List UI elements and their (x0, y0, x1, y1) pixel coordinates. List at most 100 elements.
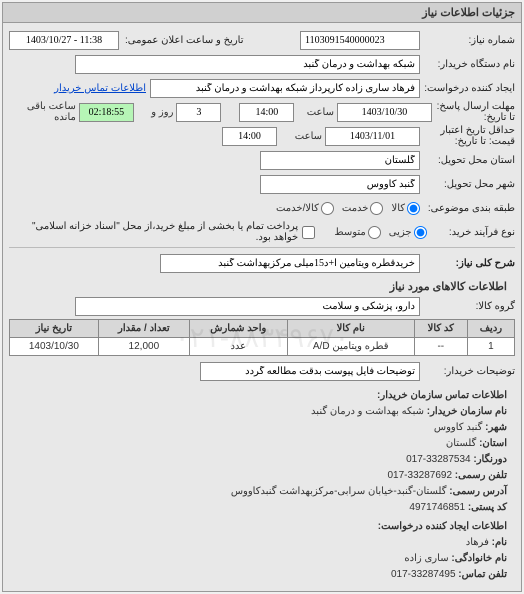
remain-time-input (79, 103, 134, 122)
row-buyer-notes: توضیحات خریدار: (9, 360, 515, 382)
row-device: نام دستگاه خریدار: (9, 53, 515, 75)
contact-title: اطلاعات تماس سازمان خریدار: (17, 388, 507, 404)
lbl-announce: تاریخ و ساعت اعلان عمومی: (122, 35, 244, 46)
radio-both[interactable] (321, 202, 334, 215)
th-5: تاریخ نیاز (10, 320, 99, 338)
chk-payment[interactable] (302, 226, 315, 239)
v-family: ساری زاده (404, 553, 448, 564)
device-input[interactable] (75, 55, 420, 74)
lbl-creator: ایجاد کننده درخواست: (420, 83, 515, 94)
lbl-province: استان محل تحویل: (420, 155, 515, 166)
row-goods-group: گروه کالا: (9, 295, 515, 317)
lbl-r-partial: جزیی (389, 227, 412, 238)
lbl-dayand: روز و (134, 107, 177, 118)
l-raddr: آدرس رسمی: (449, 486, 507, 497)
lbl-r-service: خدمت (342, 203, 369, 214)
th-3: واحد شمارش (189, 320, 287, 338)
lbl-need-no: شماره نیاز: (420, 35, 515, 46)
radio-goods[interactable] (407, 202, 420, 215)
lbl-goods-group: گروه کالا: (420, 301, 515, 312)
v-postal: 4971746851 (409, 502, 465, 513)
l-family: نام خانوادگی: (451, 553, 507, 564)
l-fax: دورنگار: (473, 454, 507, 465)
city-input[interactable] (260, 175, 420, 194)
td-5: 1403/10/30 (10, 338, 99, 356)
v-name: فرهاد (466, 537, 489, 548)
lbl-hour2: ساعت (277, 131, 325, 142)
th-2: نام کالا (287, 320, 414, 338)
creator-input[interactable] (150, 79, 420, 98)
buyer-notes-input[interactable] (200, 362, 420, 381)
l-postal: کد پستی: (468, 502, 507, 513)
need-details-panel: جزئیات اطلاعات نیاز شماره نیاز: تاریخ و … (2, 2, 522, 592)
creator-info-title: اطلاعات ایجاد کننده درخواست: (17, 519, 507, 535)
lbl-r-both: کالا/خدمت (276, 203, 319, 214)
contact-block: اطلاعات تماس سازمان خریدار: نام سازمان خ… (9, 384, 515, 587)
td-2: قطره ویتامین A/D (287, 338, 414, 356)
province-input[interactable] (260, 151, 420, 170)
row-city: شهر محل تحویل: (9, 173, 515, 195)
v-org: شبکه بهداشت و درمان گنبد (311, 406, 424, 417)
radio-partial[interactable] (414, 226, 427, 239)
lbl-device: نام دستگاه خریدار: (420, 59, 515, 70)
row-subject: طبقه بندی موضوعی: کالا خدمت کالا/خدمت (9, 197, 515, 219)
l-mobile: تلفن تماس: (458, 569, 507, 580)
th-4: تعداد / مقدار (98, 320, 189, 338)
valid-date-input[interactable] (325, 127, 420, 146)
v-fax: 017-33287534 (406, 452, 471, 468)
need-no-input[interactable] (300, 31, 420, 50)
form-body: شماره نیاز: تاریخ و ساعت اعلان عمومی: نا… (3, 23, 521, 591)
td-4: 12,000 (98, 338, 189, 356)
l-rphone: تلفن رسمی: (455, 470, 507, 481)
row-need-no: شماره نیاز: تاریخ و ساعت اعلان عمومی: (9, 29, 515, 51)
lbl-buyer-notes: توضیحات خریدار: (420, 366, 515, 377)
radio-medium[interactable] (368, 226, 381, 239)
row-need-title: شرح کلی نیاز: (9, 252, 515, 274)
panel-title: جزئیات اطلاعات نیاز (3, 3, 521, 23)
v-mobile: 017-33287495 (391, 567, 456, 583)
deadline-date-input[interactable] (337, 103, 432, 122)
items-info-title: اطلاعات کالاهای مورد نیاز (17, 280, 507, 293)
need-title-input[interactable] (160, 254, 420, 273)
td-0: 1 (467, 338, 514, 356)
lbl-r-goods: کالا (391, 203, 405, 214)
v-raddr: گلستان-گنبد-خیابان سرابی-مرکزبهداشت گنبد… (231, 486, 447, 497)
payment-note: پرداخت تمام یا بخشی از مبلغ خرید،از محل … (9, 221, 298, 243)
deadline-time-input[interactable] (239, 103, 294, 122)
td-1: -- (414, 338, 467, 356)
l-name: نام: (492, 537, 507, 548)
lbl-city: شهر محل تحویل: (420, 179, 515, 190)
v-rphone: 017-33287692 (388, 468, 453, 484)
row-validity: حداقل تاریخ اعتبار قیمت: تا تاریخ: ساعت (9, 125, 515, 147)
lbl-remain: ساعت باقی مانده (9, 101, 79, 123)
th-0: ردیف (467, 320, 514, 338)
days-input[interactable] (176, 103, 221, 122)
goods-group-input[interactable] (75, 297, 420, 316)
row-creator: ایجاد کننده درخواست: اطلاعات تماس خریدار (9, 77, 515, 99)
contact-link[interactable]: اطلاعات تماس خریدار (54, 83, 146, 94)
l-prov2: استان: (479, 438, 507, 449)
l-org: نام سازمان خریدار: (427, 406, 507, 417)
row-deadline: مهلت ارسال پاسخ: تا تاریخ: ساعت روز و سا… (9, 101, 515, 123)
lbl-deadline: مهلت ارسال پاسخ: تا تاریخ: (432, 101, 515, 123)
valid-time-input[interactable] (222, 127, 277, 146)
lbl-need-title: شرح کلی نیاز: (420, 258, 515, 269)
v-city2: گنبد کاووس (434, 422, 483, 433)
lbl-validity: حداقل تاریخ اعتبار قیمت: تا تاریخ: (420, 125, 515, 147)
row-process: نوع فرآیند خرید: جزیی متوسط پرداخت تمام … (9, 221, 515, 243)
lbl-r-medium: متوسط (334, 227, 365, 238)
lbl-process: نوع فرآیند خرید: (427, 227, 515, 238)
td-3: عدد (189, 338, 287, 356)
announce-dt-input[interactable] (9, 31, 119, 50)
items-table: ردیف کد کالا نام کالا واحد شمارش تعداد /… (9, 319, 515, 356)
table-wrap: ردیف کد کالا نام کالا واحد شمارش تعداد /… (9, 319, 515, 356)
lbl-hour1: ساعت (294, 107, 337, 118)
lbl-subject: طبقه بندی موضوعی: (420, 203, 515, 214)
th-1: کد کالا (414, 320, 467, 338)
table-header-row: ردیف کد کالا نام کالا واحد شمارش تعداد /… (10, 320, 515, 338)
l-city2: شهر: (485, 422, 507, 433)
v-prov2: گلستان (446, 438, 476, 449)
radio-service[interactable] (370, 202, 383, 215)
table-row: 1 -- قطره ویتامین A/D عدد 12,000 1403/10… (10, 338, 515, 356)
row-province: استان محل تحویل: (9, 149, 515, 171)
